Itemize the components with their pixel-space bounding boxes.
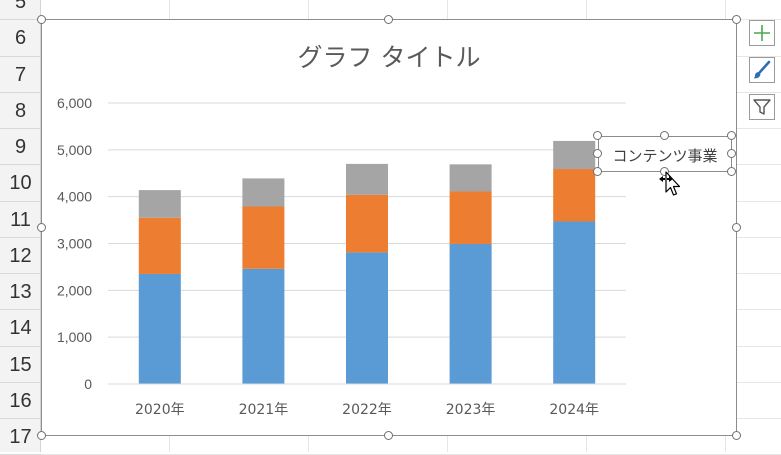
chart-filters-button[interactable] (749, 94, 775, 120)
bar-segment (553, 221, 596, 384)
y-tick-label: 5,000 (57, 142, 92, 158)
move-cursor-icon (659, 171, 681, 196)
bar-segment (553, 169, 596, 222)
x-tick-label: 2024年 (549, 402, 599, 418)
row-number[interactable]: 8 (14, 99, 27, 122)
bar-segment (346, 252, 388, 384)
resize-handle-middle-right[interactable] (732, 223, 741, 232)
resize-handle-middle-left[interactable] (37, 223, 46, 232)
y-tick-label: 1,000 (57, 329, 92, 345)
bar-segment (553, 140, 596, 170)
resize-handle-bottom-middle[interactable] (384, 431, 393, 440)
resize-handle-top-left[interactable] (37, 15, 46, 24)
x-tick-label: 2020年 (135, 402, 185, 418)
row-number[interactable]: 13 (9, 281, 32, 303)
y-tick-label: 6,000 (57, 95, 92, 111)
y-tick-label: 4,000 (57, 189, 92, 205)
row-divider (0, 309, 41, 311)
row-number[interactable]: 15 (9, 353, 32, 376)
y-tick-label: 0 (84, 376, 92, 392)
bar-segment (242, 178, 285, 207)
label-handle-top-right[interactable] (727, 131, 736, 140)
bar-segment (449, 191, 492, 244)
row-divider (0, 200, 41, 202)
bar-segment (449, 243, 492, 384)
chart-title[interactable]: グラフ タイトル (297, 43, 481, 72)
row-number[interactable]: 12 (9, 244, 32, 267)
plus-icon (754, 25, 770, 41)
row-number[interactable]: 7 (14, 63, 27, 86)
row-number[interactable]: 14 (9, 317, 32, 340)
row-header: 5 6 7 8 9 10 11 12 13 14 15 16 17 (0, 0, 41, 455)
bar-segment (242, 268, 285, 384)
chart-elements-button[interactable] (749, 20, 775, 46)
row-number[interactable]: 17 (9, 426, 32, 448)
label-handle-middle-left[interactable] (593, 149, 602, 158)
row-number[interactable]: 16 (9, 389, 32, 412)
resize-handle-bottom-left[interactable] (37, 431, 46, 440)
y-tick-label: 3,000 (57, 236, 92, 252)
bar-segment (346, 163, 388, 195)
label-handle-top-left[interactable] (593, 131, 602, 140)
row-number[interactable]: 5 (14, 0, 27, 13)
x-tick-label: 2023年 (446, 402, 496, 418)
row-divider (0, 236, 41, 238)
resize-handle-top-right[interactable] (732, 15, 741, 24)
row-number[interactable]: 10 (9, 172, 32, 195)
bar-segment (449, 164, 492, 192)
bar-segment (138, 190, 181, 218)
label-handle-top-middle[interactable] (660, 131, 669, 140)
funnel-icon (753, 99, 771, 115)
bar-segment (346, 194, 388, 253)
bar-segment (138, 217, 181, 274)
row-divider (0, 128, 41, 129)
row-divider (0, 381, 41, 383)
label-handle-bottom-right[interactable] (727, 167, 736, 176)
y-tick-label: 2,000 (57, 282, 92, 298)
paintbrush-icon (753, 60, 771, 79)
resize-handle-bottom-right[interactable] (732, 431, 741, 440)
label-handle-bottom-left[interactable] (593, 167, 602, 176)
row-number[interactable]: 9 (14, 136, 27, 158)
row-divider (0, 19, 41, 21)
row-divider (0, 418, 41, 419)
row-number[interactable]: 6 (14, 27, 27, 50)
row-divider (0, 55, 41, 57)
row-divider (0, 164, 41, 166)
label-handle-bottom-middle[interactable] (660, 167, 669, 176)
resize-handle-top-middle[interactable] (384, 15, 393, 24)
chart-styles-button[interactable] (749, 57, 775, 83)
label-handle-middle-right[interactable] (727, 149, 736, 158)
data-label-text: コンテンツ事業 (612, 147, 718, 165)
row-divider (0, 345, 41, 347)
row-divider (0, 91, 41, 93)
x-tick-label: 2022年 (342, 402, 392, 418)
bar-segment (138, 273, 181, 384)
x-tick-label: 2021年 (239, 402, 289, 418)
row-divider (0, 273, 41, 274)
row-number[interactable]: 11 (10, 208, 31, 231)
bar-segment (242, 206, 285, 269)
